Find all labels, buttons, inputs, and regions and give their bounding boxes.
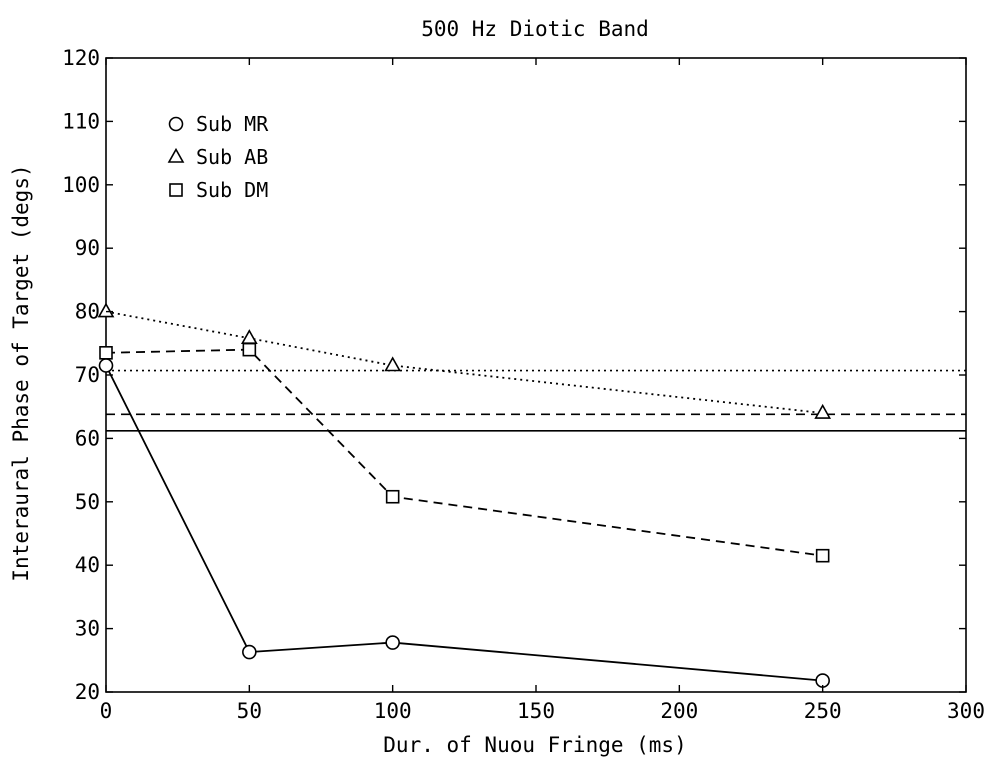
x-tick-label: 150: [517, 699, 555, 723]
x-tick-label: 50: [237, 699, 262, 723]
x-tick-label: 0: [100, 699, 113, 723]
y-tick-label: 60: [75, 426, 100, 450]
data-point-sub-dm: [242, 342, 257, 357]
legend-label-sub-mr: Sub MR: [196, 112, 269, 136]
data-point-sub-ab: [240, 329, 258, 345]
legend-marker-sub-mr: [168, 116, 184, 132]
legend-marker-sub-dm: [169, 183, 183, 197]
data-point-sub-ab: [97, 302, 115, 318]
y-tick-label: 100: [62, 173, 100, 197]
series-line-sub-ab: [105, 310, 823, 414]
series-lines: [105, 310, 823, 682]
y-tick-label: 90: [75, 236, 100, 260]
series-markers: [97, 302, 832, 688]
y-axis: 20 30 40 50 60 70 80 90 100 110 120: [62, 46, 966, 704]
data-point-sub-mr: [242, 644, 257, 660]
chart-title: 500 Hz Diotic Band: [421, 17, 649, 41]
data-point-sub-ab: [384, 356, 402, 372]
y-tick-label: 70: [75, 363, 100, 387]
y-tick-label: 120: [62, 46, 100, 70]
data-point-sub-mr: [98, 358, 114, 373]
data-point-sub-dm: [99, 346, 113, 360]
x-tick-label: 200: [660, 699, 698, 723]
data-point-sub-dm: [385, 489, 400, 504]
y-tick-label: 50: [75, 490, 100, 514]
series-line-sub-dm: [105, 348, 823, 557]
x-tick-label: 100: [374, 699, 412, 723]
y-tick-label: 20: [75, 680, 100, 704]
y-tick-label: 110: [62, 109, 100, 133]
x-tick-label: 250: [804, 699, 842, 723]
x-tick-label: 300: [947, 699, 985, 723]
legend-label-sub-dm: Sub DM: [196, 178, 268, 202]
y-tick-label: 80: [75, 300, 100, 324]
y-tick-label: 30: [75, 617, 100, 641]
series-line-sub-mr: [105, 365, 823, 682]
x-axis: 0 50 100 150 200 250 300: [100, 58, 985, 723]
x-axis-label: Dur. of Nuou Fringe (ms): [383, 733, 686, 757]
y-axis-label: Interaural Phase of Target (degs): [9, 164, 33, 581]
data-point-sub-dm: [815, 548, 830, 563]
legend-label-sub-ab: Sub AB: [196, 145, 268, 169]
data-point-sub-mr: [385, 635, 400, 650]
y-tick-label: 40: [75, 553, 100, 577]
legend: Sub MR Sub AB Sub DM: [167, 112, 269, 202]
data-point-sub-ab: [814, 403, 832, 419]
reference-lines: [106, 369, 966, 432]
legend-marker-sub-ab: [167, 147, 185, 163]
